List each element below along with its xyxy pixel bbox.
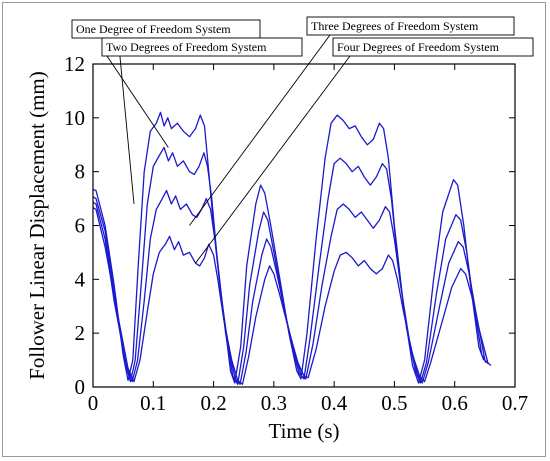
y-axis-label: Follower Linear Displacement (mm) xyxy=(25,71,49,380)
x-tick-label: 0.6 xyxy=(442,391,468,415)
annotation-box xyxy=(101,37,303,57)
annotation-leader-line xyxy=(195,55,351,264)
series-line-1 xyxy=(93,111,485,384)
annotation-label: Three Degrees of Freedom System xyxy=(311,19,479,33)
annotation-layer: One Degree of Freedom System Two Degrees … xyxy=(71,16,534,264)
annotation-label: Four Degrees of Freedom System xyxy=(337,40,500,54)
x-tick-label: 0.4 xyxy=(321,391,348,415)
y-tick-label: 8 xyxy=(75,160,86,184)
x-tick-label: 0.7 xyxy=(502,391,528,415)
x-axis-label: Time (s) xyxy=(269,419,340,443)
annotation-leader-line xyxy=(189,34,331,226)
annotation-leader-line xyxy=(117,35,135,205)
annotation-label: One Degree of Freedom System xyxy=(76,22,231,36)
y-tick-label: 12 xyxy=(64,52,85,76)
series-line-4 xyxy=(93,206,492,385)
y-tick-label: 10 xyxy=(64,106,85,130)
x-tick-label: 0.3 xyxy=(261,391,287,415)
y-tick-label: 2 xyxy=(75,321,86,345)
y-tick-label: 6 xyxy=(75,214,86,238)
annotation-leader-line xyxy=(106,55,169,148)
annotation-label: Two Degrees of Freedom System xyxy=(106,40,267,54)
annotation-box xyxy=(306,16,515,36)
x-tick-label: 0 xyxy=(88,391,99,415)
x-tick-label: 0.2 xyxy=(200,391,226,415)
y-tick-label: 4 xyxy=(75,267,86,291)
x-tick-label: 0.1 xyxy=(140,391,166,415)
axis-ticks: 0 0.1 0.2 0.3 0.4 0.5 0.6 0.7 0 2 4 6 8 10 12 xyxy=(64,52,528,415)
series-layer xyxy=(93,111,492,385)
series-line-3 xyxy=(93,189,489,385)
x-tick-label: 0.5 xyxy=(381,391,407,415)
y-tick-label: 0 xyxy=(75,375,86,399)
chart-frame xyxy=(2,2,546,457)
annotation-box xyxy=(332,37,534,57)
